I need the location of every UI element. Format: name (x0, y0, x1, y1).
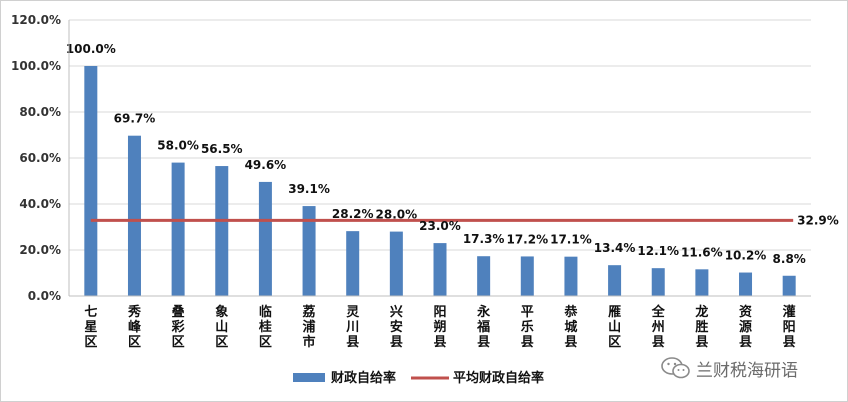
y-tick-label: 20.0% (19, 243, 61, 257)
y-tick-label: 40.0% (19, 197, 61, 211)
y-tick-label: 100.0% (11, 59, 61, 73)
bar (171, 162, 185, 296)
data-label: 56.5% (201, 142, 243, 156)
bar (258, 181, 272, 296)
data-label: 39.1% (288, 182, 330, 196)
y-tick-label: 80.0% (19, 105, 61, 119)
x-tick-label: 临桂区 (258, 304, 272, 350)
data-label: 100.0% (66, 42, 116, 56)
x-tick-label: 平乐县 (521, 305, 534, 350)
x-tick-label: 灌阳县 (783, 304, 796, 350)
y-tick-label: 120.0% (11, 13, 61, 27)
bar (520, 256, 534, 296)
data-label: 69.7% (114, 112, 156, 126)
y-tick-label: 0.0% (28, 289, 61, 303)
y-tick-label: 60.0% (19, 151, 61, 165)
x-tick-label: 龙胜县 (695, 304, 708, 350)
legend-swatch-bar (293, 373, 325, 382)
x-tick-label: 雁山区 (608, 305, 621, 350)
x-tick-label: 恭城县 (563, 304, 578, 350)
data-label: 17.2% (506, 232, 548, 246)
data-label: 12.1% (637, 244, 679, 258)
bar (695, 269, 709, 296)
x-tick-label: 永福县 (476, 304, 491, 350)
data-label: 23.0% (419, 219, 461, 233)
legend-label-line: 平均财政自给率 (453, 370, 544, 386)
legend-label-bar: 财政自给率 (331, 370, 396, 386)
bar (389, 231, 403, 296)
bar (84, 66, 98, 296)
x-tick-label: 象山区 (215, 304, 228, 350)
data-label: 17.3% (463, 232, 505, 246)
bar (127, 135, 141, 296)
data-label: 11.6% (681, 245, 723, 259)
x-tick-label: 秀峰区 (127, 304, 142, 350)
data-label: 8.8% (773, 252, 806, 266)
bar (346, 231, 360, 296)
data-label: 17.1% (550, 233, 592, 247)
x-tick-label: 兴安县 (390, 304, 403, 350)
bar (608, 265, 622, 296)
x-tick-label: 灵川县 (345, 305, 360, 350)
data-label: 28.2% (332, 207, 374, 221)
bar (433, 243, 447, 296)
average-line-label: 32.9% (797, 213, 839, 227)
x-tick-label: 全州县 (651, 304, 666, 350)
bar (651, 268, 665, 296)
data-label: 49.6% (245, 158, 287, 172)
bar (739, 272, 753, 296)
data-label: 13.4% (594, 241, 636, 255)
data-label: 10.2% (725, 249, 767, 263)
x-tick-label: 叠彩区 (171, 305, 185, 350)
x-tick-label: 荔浦市 (302, 304, 316, 350)
x-tick-label: 资源县 (739, 304, 752, 350)
data-label: 28.0% (376, 208, 418, 222)
bar (477, 256, 491, 296)
data-label: 58.0% (157, 139, 199, 153)
x-tick-label: 七星区 (84, 305, 97, 350)
x-tick-label: 阳朔县 (433, 305, 446, 350)
bar (564, 256, 578, 296)
wechat-icon (661, 357, 690, 379)
bar (215, 166, 229, 296)
bar (302, 206, 316, 296)
bar (782, 275, 796, 296)
watermark-text: 兰财税海研语 (696, 361, 798, 381)
watermark: 兰财税海研语 (660, 355, 830, 381)
